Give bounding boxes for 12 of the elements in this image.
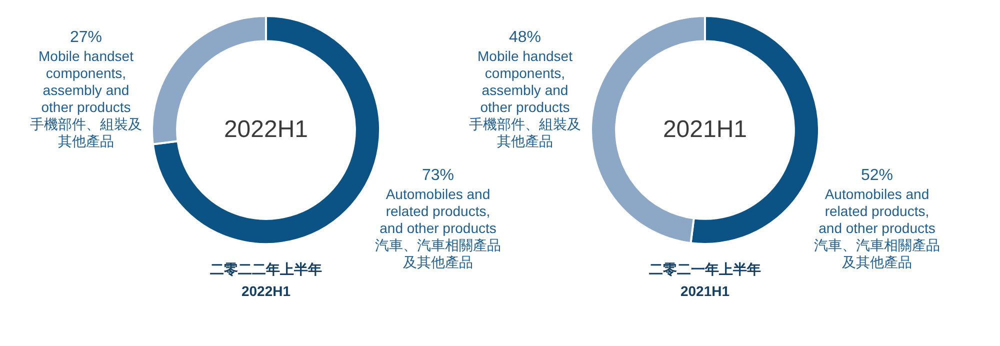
text: 二零二二年上半年 2022H1 xyxy=(209,260,323,301)
slice-label: Mobile handset components, assembly and other products 手機部件、組裝及其他產品 xyxy=(468,48,582,150)
data-label: 52% xyxy=(860,166,894,186)
data-label: 73% xyxy=(420,166,456,186)
text: 二零二一年上半年 2021H1 xyxy=(648,260,762,301)
slice-label: Automobiles and related products, and other products 汽車、汽車相關產品及其他產品 xyxy=(374,186,502,271)
text: 2021H1 xyxy=(662,116,748,144)
text: 2022H1 xyxy=(222,116,310,144)
slice-label: Automobiles and related products, and other products 汽車、汽車相關產品及其他產品 xyxy=(813,186,941,271)
data-label: 48% xyxy=(508,28,542,48)
slice-label: Mobile handset components, assembly and other products 手機部件、組裝及其他產品 xyxy=(29,48,143,150)
data-label: 27% xyxy=(68,28,104,48)
